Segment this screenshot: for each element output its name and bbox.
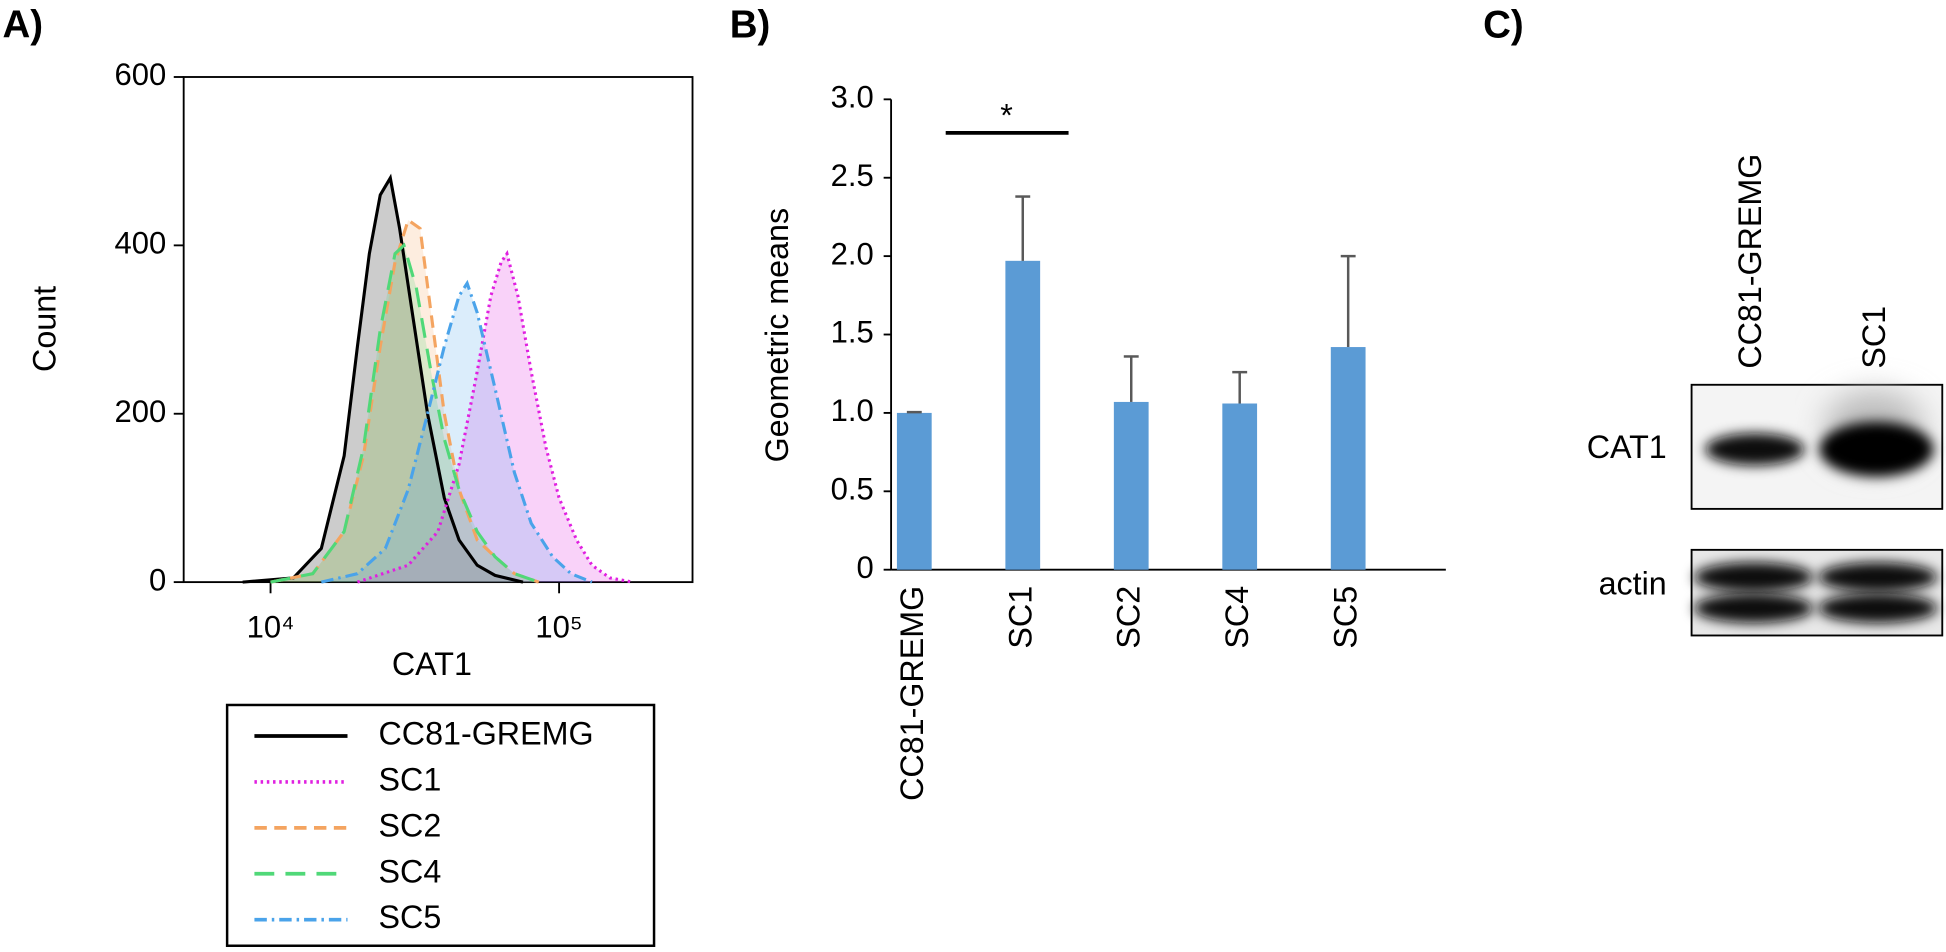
blot-actin <box>1690 548 1944 637</box>
blot-cat1 <box>1690 383 1944 510</box>
x-tick-label: 10⁴ <box>247 609 295 644</box>
band <box>1818 593 1938 624</box>
band <box>1818 562 1938 593</box>
area <box>270 245 539 583</box>
panel-label: A) <box>2 4 43 47</box>
x-tick-label: SC5 <box>1328 586 1364 649</box>
plot-frame <box>182 76 694 584</box>
line <box>320 279 593 584</box>
line <box>270 217 540 584</box>
lane-label: SC1 <box>1856 306 1892 369</box>
x-axis-title: CAT1 <box>392 646 472 682</box>
band <box>1819 422 1934 477</box>
area <box>321 283 592 583</box>
y-axis-title: Geometric means <box>759 208 795 463</box>
y-tick-label: 600 <box>115 57 167 92</box>
band <box>1705 433 1805 466</box>
panel-label: B) <box>730 4 771 47</box>
x-tick-label: SC2 <box>1111 586 1147 649</box>
legend-label: SC1 <box>379 761 442 797</box>
area <box>270 220 539 583</box>
bar <box>1005 260 1041 570</box>
x-tick-label: 10⁵ <box>535 609 582 644</box>
bar <box>1113 401 1149 570</box>
panel-label: C) <box>1483 4 1524 47</box>
legend-label: SC2 <box>379 807 442 843</box>
x-tick-label: CC81-GREMG <box>894 586 930 801</box>
bar <box>896 412 932 570</box>
line <box>242 173 524 584</box>
area <box>357 253 633 583</box>
x-tick-label: SC1 <box>1002 586 1038 649</box>
y-tick-label: 2.0 <box>831 236 874 271</box>
y-tick-label: 1.5 <box>831 315 874 350</box>
y-tick-label: 0 <box>149 562 166 597</box>
line <box>270 242 540 584</box>
y-tick-label: 400 <box>115 226 167 261</box>
legend-label: CC81-GREMG <box>379 716 594 752</box>
y-tick-label: 3.0 <box>831 80 874 115</box>
area <box>242 178 523 583</box>
row-label: actin <box>1599 565 1667 601</box>
blot-frame <box>1690 548 1944 637</box>
x-tick-label: SC4 <box>1219 586 1255 649</box>
row-label: CAT1 <box>1587 429 1667 465</box>
y-axis-title: Count <box>27 286 63 372</box>
line <box>356 250 633 584</box>
band <box>1694 562 1814 593</box>
y-tick-label: 0 <box>856 550 873 585</box>
bar <box>1330 347 1366 570</box>
legend-label: SC5 <box>379 899 442 935</box>
lane-label: CC81-GREMG <box>1732 154 1768 369</box>
y-tick-label: 200 <box>115 394 167 429</box>
y-tick-label: 1.0 <box>831 393 874 428</box>
bar <box>1222 403 1258 570</box>
legend-label: SC4 <box>379 853 442 889</box>
band <box>1694 593 1814 624</box>
significance-label: * <box>1000 97 1013 133</box>
legend-box <box>225 703 656 947</box>
y-tick-label: 0.5 <box>831 471 874 506</box>
y-tick-label: 2.5 <box>831 158 874 193</box>
